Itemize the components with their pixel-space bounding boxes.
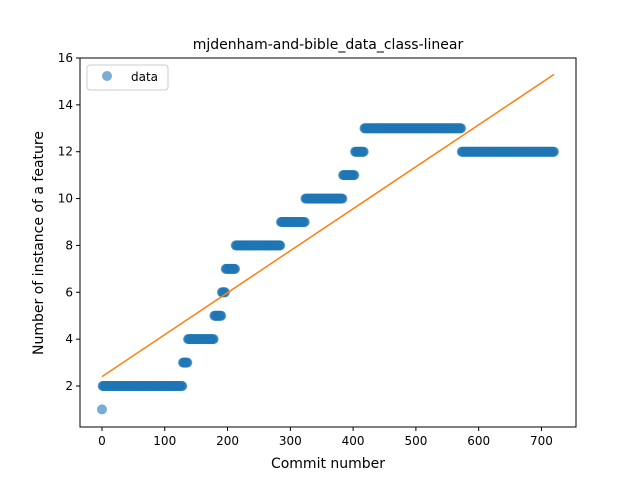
data-point xyxy=(349,170,360,181)
data-point xyxy=(96,404,107,415)
data-layer xyxy=(96,123,560,415)
fit-layer xyxy=(101,73,555,378)
x-axis-label: Commit number xyxy=(271,456,385,472)
data-point xyxy=(177,381,188,391)
x-tick-label: 700 xyxy=(530,434,553,448)
legend: data xyxy=(86,64,169,91)
legend-marker-data xyxy=(102,71,112,81)
x-tick-label: 600 xyxy=(467,434,490,448)
x-tick-label: 500 xyxy=(404,434,427,448)
y-tick-label: 14 xyxy=(58,98,73,112)
x-tick-label: 100 xyxy=(153,434,176,448)
y-tick-label: 4 xyxy=(65,332,73,346)
data-point xyxy=(220,287,231,298)
y-tick-label: 12 xyxy=(58,145,73,159)
data-point xyxy=(549,146,560,157)
data-point xyxy=(299,217,310,227)
y-axis-label: Number of instance of a feature xyxy=(31,131,47,355)
linear-fit-line xyxy=(101,73,555,378)
x-axis-ticks: 0 100 200 300 400 500 600 700 xyxy=(98,427,553,448)
x-tick-label: 200 xyxy=(216,434,239,448)
axes-frame xyxy=(79,57,577,428)
legend-label-data: data xyxy=(131,70,158,84)
y-tick-label: 16 xyxy=(58,51,73,65)
data-point xyxy=(208,334,219,345)
data-point xyxy=(337,193,348,204)
data-point xyxy=(230,263,241,274)
x-tick-label: 300 xyxy=(279,434,302,448)
chart-title: mjdenham-and-bible_data_class-linear xyxy=(193,37,464,53)
data-point xyxy=(182,357,193,368)
data-point xyxy=(216,310,227,321)
x-tick-label: 400 xyxy=(342,434,365,448)
data-point xyxy=(358,146,369,157)
y-axis-ticks: 2 4 6 8 10 12 14 16 xyxy=(58,51,80,393)
data-point xyxy=(456,123,467,134)
y-tick-label: 6 xyxy=(65,285,73,299)
y-tick-label: 2 xyxy=(65,379,73,393)
data-point xyxy=(275,240,286,251)
x-tick-label: 0 xyxy=(98,434,106,448)
y-tick-label: 8 xyxy=(65,238,73,252)
y-tick-label: 10 xyxy=(58,192,73,206)
